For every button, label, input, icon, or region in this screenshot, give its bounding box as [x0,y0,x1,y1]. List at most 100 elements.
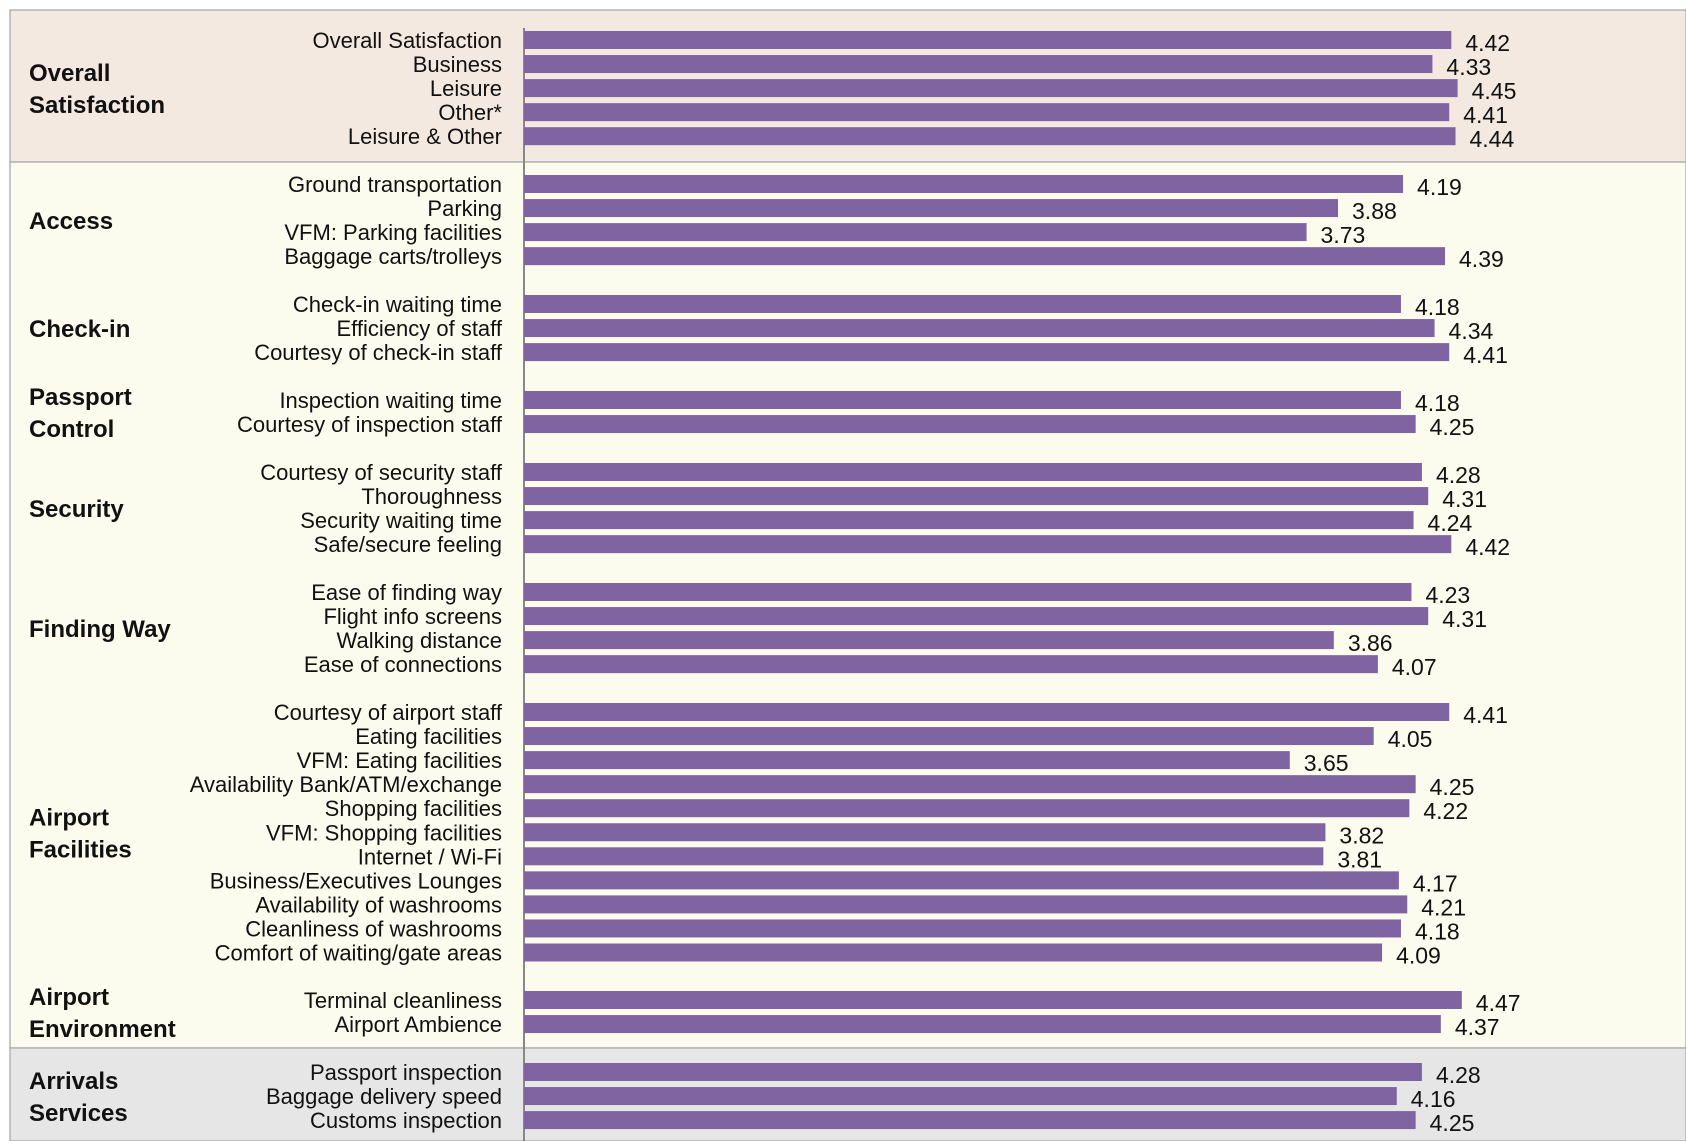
group-label: Access [29,208,113,235]
bar [524,775,1416,794]
group-label: Airport Facilities [29,804,132,863]
category-label: VFM: Parking facilities [284,220,502,245]
bar [524,247,1446,266]
group-label: Airport Environment [29,984,176,1043]
bar [524,31,1452,49]
bar [524,487,1429,506]
value-label: 4.42 [1465,30,1510,56]
bar [524,1087,1397,1106]
category-label: Airport Ambience [334,1012,502,1037]
bar [524,1111,1416,1130]
bar [524,919,1401,938]
category-label: Courtesy of airport staff [274,700,503,725]
category-label: Comfort of waiting/gate areas [215,941,502,966]
value-label: 4.24 [1428,510,1473,536]
category-label: Courtesy of security staff [260,460,503,485]
value-label: 4.16 [1411,1086,1456,1112]
bar [524,535,1452,554]
value-label: 4.05 [1388,726,1433,752]
category-label: Cleanliness of washrooms [245,916,502,941]
bar [524,79,1458,98]
bar [524,343,1450,362]
bar [524,511,1414,530]
value-label: 4.07 [1392,654,1437,680]
category-label: Efficiency of staff [337,316,503,341]
value-label: 3.65 [1304,750,1349,776]
bar [524,223,1307,242]
value-label: 4.33 [1446,54,1491,80]
value-label: 4.18 [1415,390,1460,416]
category-label: Baggage delivery speed [266,1084,502,1109]
bar [524,463,1422,481]
category-label: Leisure & Other [348,124,502,149]
value-label: 4.18 [1415,294,1460,320]
value-label: 4.09 [1396,943,1441,969]
value-label: 4.25 [1430,774,1475,800]
value-label: 4.34 [1449,318,1494,344]
value-label: 4.41 [1463,702,1508,728]
category-label: Thoroughness [361,484,502,509]
category-label: Ease of finding way [311,580,502,605]
value-label: 4.41 [1463,102,1508,128]
group-label: Arrivals Services [29,1068,128,1127]
category-label: Walking distance [337,628,502,653]
labels-layer: Overall Satisfaction Overall Satisfaction 4… [29,28,1521,1136]
value-label: 3.81 [1337,846,1382,872]
bar [524,583,1412,601]
bar [524,895,1408,914]
bar [524,319,1435,338]
value-label: 4.18 [1415,918,1460,944]
category-label: Check-in waiting time [293,292,502,317]
value-label: 3.82 [1339,822,1384,848]
value-label: 3.73 [1321,222,1366,248]
category-label: Other* [438,100,502,125]
value-label: 4.45 [1472,78,1517,104]
bar [524,55,1433,74]
category-label: Overall Satisfaction [312,28,502,53]
value-label: 4.28 [1436,462,1481,488]
bar [524,823,1326,842]
bar [524,943,1383,962]
bar [524,703,1450,721]
value-label: 4.28 [1436,1062,1481,1088]
value-label: 4.21 [1421,894,1466,920]
category-label: Leisure [430,76,502,101]
bar [524,199,1339,218]
bar [524,103,1450,122]
bar [524,127,1456,146]
value-label: 4.25 [1430,1110,1475,1136]
value-label: 4.31 [1442,606,1487,632]
group-label: Check-in [29,316,130,343]
value-label: 4.19 [1417,174,1462,200]
bar [524,1063,1422,1081]
value-label: 4.42 [1465,534,1510,560]
category-label: Shopping facilities [325,796,502,821]
bar [524,871,1399,890]
category-label: Courtesy of check-in staff [254,340,503,365]
value-label: 4.31 [1442,486,1487,512]
category-label: Business/Executives Lounges [210,868,502,893]
category-label: Terminal cleanliness [304,988,502,1013]
value-label: 3.88 [1352,198,1397,224]
category-label: Ground transportation [288,172,502,197]
value-label: 4.22 [1423,798,1468,824]
value-label: 4.44 [1470,126,1515,152]
category-label: VFM: Shopping facilities [266,820,502,845]
bar [524,751,1290,770]
bar [524,847,1324,866]
category-label: Availability Bank/ATM/exchange [190,772,502,797]
bar [524,799,1410,818]
value-label: 4.47 [1476,990,1521,1016]
bar [524,607,1429,626]
bar [524,631,1334,650]
category-label: Eating facilities [355,724,502,749]
category-label: Passport inspection [310,1060,502,1085]
bar [524,415,1416,434]
category-label: Internet / Wi-Fi [358,844,502,869]
category-label: Availability of washrooms [255,892,502,917]
category-label: Inspection waiting time [279,388,502,413]
value-label: 4.17 [1413,870,1458,896]
value-label: 3.86 [1348,630,1393,656]
value-label: 4.39 [1459,246,1504,272]
